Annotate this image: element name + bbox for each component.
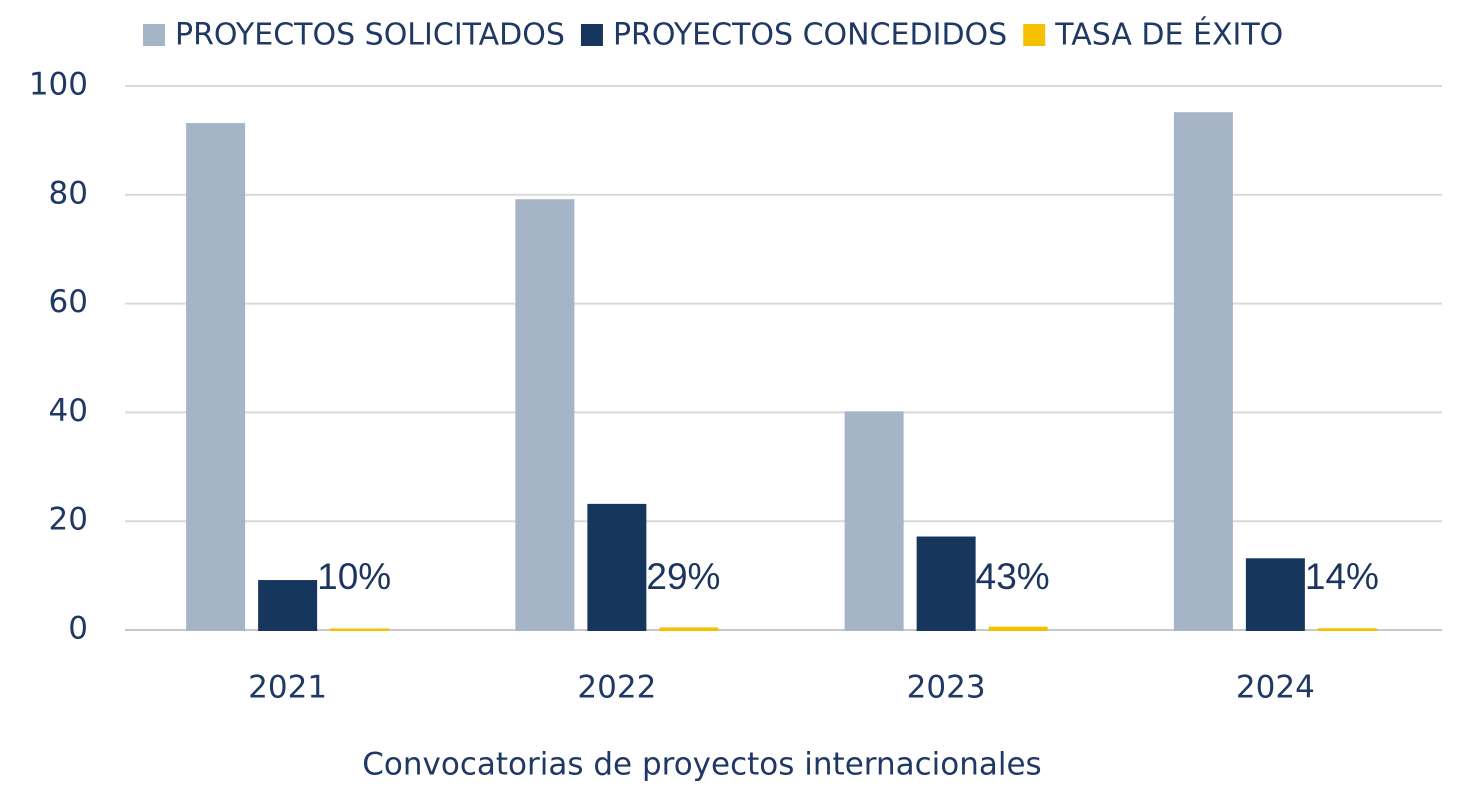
data-label: 43% [976,556,1050,597]
bar [844,411,904,631]
bar [587,503,647,632]
x-tick-label: 2022 [577,670,656,706]
y-tick-label: 80 [49,175,88,211]
legend-swatch [143,24,165,46]
x-tick-label: 2021 [248,670,327,706]
y-tick-label: 0 [68,611,88,647]
x-tick-label: 2023 [907,670,986,706]
bar [1317,628,1377,632]
legend-swatch [580,24,603,46]
data-label: 10% [317,556,391,597]
data-label: 14% [1305,556,1379,597]
bar [916,536,976,632]
legend-label: PROYECTOS SOLICITADOS [175,18,565,53]
bar [330,628,390,631]
bar [186,123,246,632]
bar [988,626,1048,632]
y-tick-label: 40 [49,393,88,429]
y-tick-label: 60 [49,284,88,320]
legend-label: PROYECTOS CONCEDIDOS [613,18,1007,53]
bar [1245,558,1305,632]
bar [258,580,318,631]
legend-swatch [1023,24,1046,46]
y-tick-label: 100 [29,67,88,103]
x-tick-label: 2024 [1236,670,1315,706]
x-axis-title: Convocatorias de proyectos internacional… [362,747,1041,783]
data-label: 29% [646,556,720,597]
bar [659,627,719,632]
y-tick-label: 20 [49,502,88,538]
bar [1173,112,1233,631]
legend-label: TASA DE ÉXITO [1054,17,1283,53]
bar [515,199,575,632]
